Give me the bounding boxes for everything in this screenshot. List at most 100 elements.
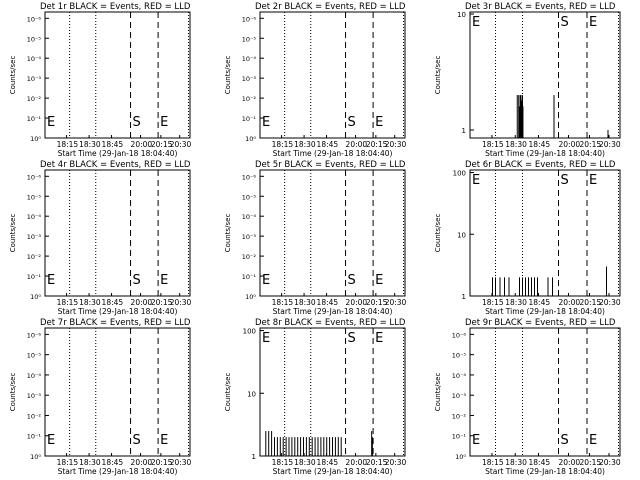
panel-6-marker-e-end: E (589, 173, 597, 188)
panel-3-y-axis-label: Counts/sec (434, 56, 442, 95)
panel-9-y-tick-label: 10⁻³ (452, 392, 467, 400)
panel-7-x-tick-label: 20:30 (170, 458, 192, 467)
panel-5-y-tick-label: 10⁻³ (242, 233, 257, 241)
panel-4-x-tick-label: 18:15 (57, 298, 79, 307)
panel-7-y-tick-label: 10⁻⁶ (27, 331, 42, 339)
panel-5-x-tick-label: 18:45 (317, 298, 339, 307)
panel-4-y-tick-label: 10⁰ (30, 293, 41, 301)
panel-7-x-tick-label: 18:30 (79, 458, 101, 467)
panel-4-y-tick-label: 10⁻² (27, 253, 42, 261)
panel-1-x-tick-label: 18:30 (79, 140, 101, 149)
panel-1-y-tick-label: 10⁻¹ (27, 115, 42, 123)
panel-8-y-tick-label: 100 (243, 328, 256, 336)
panel-2-marker-e-start: E (262, 115, 270, 130)
panel-9-y-tick-label: 10⁰ (455, 453, 466, 461)
panel-4-x-tick-label: 20:00 (131, 298, 153, 307)
panel-5-y-tick-label: 10⁻⁶ (242, 173, 257, 181)
panel-2-x-tick-label: 20:30 (385, 140, 407, 149)
panel-7-x-tick-label: 20:00 (131, 458, 153, 467)
panel-5-y-axis-label: Counts/sec (224, 214, 232, 253)
panel-5-frame (259, 169, 406, 297)
panel-2-x-axis-label: Start Time (29-Jan-18 18:04:40) (273, 149, 393, 158)
panel-9-title: Det 9r BLACK = Events, RED = LLD (465, 318, 616, 328)
panel-3-marker-e-start: E (472, 15, 480, 30)
panel-5-y-tick-label: 10⁻² (242, 253, 257, 261)
panel-1-y-tick-label: 10⁻³ (27, 75, 42, 83)
panel-6-marker-e-start: E (472, 173, 480, 188)
panel-3-x-axis-label: Start Time (29-Jan-18 18:04:40) (485, 149, 605, 158)
panel-8-x-axis-label: Start Time (29-Jan-18 18:04:40) (273, 467, 393, 476)
panel-1-y-tick-label: 10⁻⁵ (27, 35, 42, 43)
panel-4-marker-e-start: E (47, 273, 55, 288)
panel-1-x-tick-label: 18:45 (102, 140, 124, 149)
panel-8-x-tick-label: 18:30 (294, 458, 316, 467)
panel-6-y-axis-label: Counts/sec (434, 214, 442, 253)
panel-1-x-tick-label: 20:00 (131, 140, 153, 149)
panel-7-x-tick-label: 18:45 (102, 458, 124, 467)
panel-5-marker-e-end: E (375, 273, 383, 288)
panel-2-y-axis-label: Counts/sec (224, 56, 232, 95)
panel-5-x-axis-label: Start Time (29-Jan-18 18:04:40) (273, 307, 393, 316)
panel-5-y-tick-label: 10⁻¹ (242, 273, 257, 281)
panel-6-frame (469, 169, 621, 297)
panel-7-x-axis-label: Start Time (29-Jan-18 18:04:40) (58, 467, 178, 476)
panel-1-marker-s: S (133, 115, 141, 130)
panel-9-x-axis-label: Start Time (29-Jan-18 18:04:40) (485, 467, 605, 476)
panel-2-y-tick-label: 10⁻³ (242, 75, 257, 83)
panel-2-y-tick-label: 10⁻⁶ (242, 15, 257, 23)
panel-2-y-tick-label: 10⁻⁴ (242, 55, 257, 63)
panel-4-title: Det 4r BLACK = Events, RED = LLD (40, 160, 191, 170)
panel-6-y-tick-label: 10 (457, 231, 466, 239)
panel-4-marker-e-end: E (160, 273, 168, 288)
panel-6-x-tick-label: 20:30 (599, 298, 621, 307)
panel-7-y-tick-label: 10⁰ (30, 453, 41, 461)
panel-7-y-axis-label: Counts/sec (9, 373, 17, 412)
panel-8-x-tick-label: 18:45 (317, 458, 339, 467)
panel-8-marker-s: S (348, 331, 356, 346)
panel-4-y-tick-label: 10⁻⁶ (27, 173, 42, 181)
panel-6-x-axis-label: Start Time (29-Jan-18 18:04:40) (485, 307, 605, 316)
panel-3-marker-s: S (561, 15, 569, 30)
panel-3-x-tick-label: 18:45 (529, 140, 551, 149)
panel-4-y-tick-label: 10⁻³ (27, 233, 42, 241)
panel-9-frame (469, 327, 621, 457)
panel-7-x-tick-label: 18:15 (57, 458, 79, 467)
panel-1-y-tick-label: 10⁻⁴ (27, 55, 42, 63)
panel-8-marker-e-end: E (375, 331, 383, 346)
panel-6-title: Det 6r BLACK = Events, RED = LLD (465, 160, 616, 170)
panel-2-title: Det 2r BLACK = Events, RED = LLD (255, 2, 406, 12)
panel-8-x-tick-label: 20:15 (366, 458, 388, 467)
panel-3-x-tick-label: 18:30 (505, 140, 527, 149)
panel-1-frame (44, 11, 191, 139)
panel-4-y-axis-label: Counts/sec (9, 214, 17, 253)
panel-1-marker-e-end: E (160, 115, 168, 130)
panel-3-x-tick-label: 20:15 (580, 140, 602, 149)
panel-9-y-tick-label: 10⁻¹ (452, 433, 467, 441)
panel-5-x-tick-label: 18:30 (294, 298, 316, 307)
panel-2-marker-e-end: E (375, 115, 383, 130)
panel-1-x-tick-label: 18:15 (57, 140, 79, 149)
panel-9-x-tick-label: 20:00 (559, 458, 581, 467)
panel-4-x-tick-label: 20:30 (170, 298, 192, 307)
panel-5-marker-e-start: E (262, 273, 270, 288)
panel-3-y-tick-label: 10 (457, 11, 466, 19)
panel-1-y-tick-label: 10⁰ (30, 135, 41, 143)
panel-6-marker-s: S (561, 173, 569, 188)
panel-8-y-tick-label: 1 (252, 453, 256, 461)
panel-6-x-tick-label: 18:45 (529, 298, 551, 307)
panel-2-marker-s: S (348, 115, 356, 130)
panel-8-marker-e-start: E (262, 331, 270, 346)
panel-5-x-tick-label: 18:15 (272, 298, 294, 307)
panel-7-y-tick-label: 10⁻¹ (27, 433, 42, 441)
panel-7-y-tick-label: 10⁻² (27, 412, 42, 420)
panel-6-x-tick-label: 20:00 (559, 298, 581, 307)
panel-9-y-tick-label: 10⁻⁴ (452, 372, 467, 380)
panel-1-y-tick-label: 10⁻² (27, 95, 42, 103)
panel-5-marker-s: S (348, 273, 356, 288)
panel-9-marker-e-start: E (472, 433, 480, 448)
panel-4-y-tick-label: 10⁻⁴ (27, 213, 42, 221)
panel-1-y-tick-label: 10⁻⁶ (27, 15, 42, 23)
panel-5-y-tick-label: 10⁻⁴ (242, 213, 257, 221)
panel-4-x-tick-label: 18:45 (102, 298, 124, 307)
panel-6-y-tick-label: 1 (462, 293, 466, 301)
